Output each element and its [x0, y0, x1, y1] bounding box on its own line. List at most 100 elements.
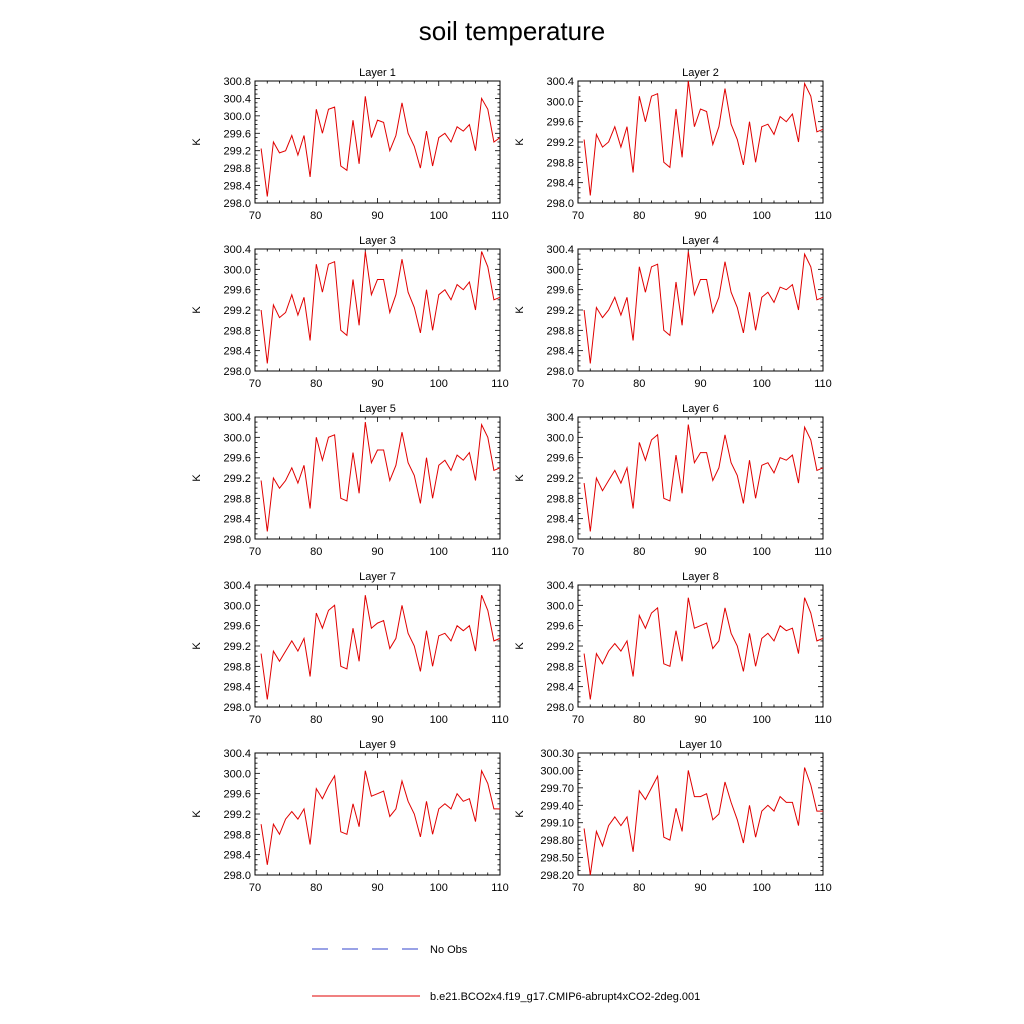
- plot-frame: [577, 416, 824, 540]
- panel-layer-10: Layer 10 70 80 90 100 110 298.20 298.50 298.80 29…: [514, 739, 832, 894]
- y-tick-label: 299.2: [223, 473, 251, 485]
- figure-title: soil temperature: [419, 16, 605, 46]
- legend: No Obs b.e21.BCO2x4.f19_g17.CMIP6-abrupt…: [312, 944, 700, 1003]
- panel-title: Layer 2: [682, 67, 719, 79]
- y-tick-label: 298.4: [223, 682, 251, 694]
- x-tick-label: 80: [633, 714, 645, 726]
- x-tick-label: 110: [814, 378, 832, 390]
- x-tick-label: 90: [371, 210, 383, 222]
- x-tick-label: 110: [491, 210, 509, 222]
- y-tick-label: 298.80: [540, 835, 574, 847]
- panel-layer-4: Layer 4 70 80 90 100 110 298.0 298.4 298.8 299.2 2…: [514, 235, 832, 390]
- y-tick-label: 298.4: [223, 514, 251, 526]
- x-tick-label: 100: [753, 546, 771, 558]
- plot-frame: [577, 80, 824, 204]
- series-line: [583, 424, 824, 532]
- x-tick-label: 80: [633, 210, 645, 222]
- y-tick-label: 299.40: [540, 800, 574, 812]
- y-tick-label: 300.8: [223, 76, 251, 88]
- y-tick-label: 298.0: [223, 870, 251, 882]
- y-tick-label: 299.6: [223, 285, 251, 297]
- y-tick-label: 299.6: [223, 789, 251, 801]
- x-tick-label: 100: [753, 210, 771, 222]
- y-tick-label: 299.10: [540, 818, 574, 830]
- x-tick-label: 110: [491, 546, 509, 558]
- y-tick-label: 300.4: [223, 748, 251, 760]
- x-tick-label: 90: [371, 714, 383, 726]
- y-axis-label: K: [191, 306, 203, 314]
- x-tick-label: 90: [371, 546, 383, 558]
- y-tick-label: 300.4: [223, 580, 251, 592]
- x-tick-label: 80: [633, 882, 645, 894]
- y-tick-label: 300.4: [223, 244, 251, 256]
- y-tick-label: 300.00: [540, 765, 574, 777]
- y-tick-label: 298.8: [546, 493, 574, 505]
- y-tick-label: 300.30: [540, 748, 574, 760]
- y-tick-label: 299.6: [546, 453, 574, 465]
- x-tick-label: 70: [249, 714, 261, 726]
- panel-layer-6: Layer 6 70 80 90 100 110 298.0 298.4 298.8 299.2 2…: [514, 403, 832, 558]
- series-line: [583, 80, 824, 196]
- y-tick-label: 298.4: [223, 850, 251, 862]
- series-line: [583, 597, 824, 700]
- x-tick-label: 100: [753, 378, 771, 390]
- x-tick-label: 70: [572, 714, 584, 726]
- y-tick-label: 298.20: [540, 870, 574, 882]
- y-tick-label: 300.4: [223, 412, 251, 424]
- y-tick-label: 299.6: [223, 128, 251, 140]
- x-tick-label: 100: [430, 882, 448, 894]
- panel-grid: Layer 1 70 80 90 100 110 298.0 298.4 298.8 299.2 2…: [191, 67, 832, 894]
- y-tick-label: 299.2: [546, 473, 574, 485]
- panel-layer-9: Layer 9 70 80 90 100 110 298.0 298.4 298.8 299.2 2…: [191, 739, 509, 894]
- panel-title: Layer 10: [679, 739, 722, 751]
- x-tick-label: 70: [249, 378, 261, 390]
- y-tick-label: 299.6: [223, 453, 251, 465]
- y-tick-label: 299.2: [223, 809, 251, 821]
- panel-title: Layer 4: [682, 235, 719, 247]
- plot-frame: [577, 752, 824, 876]
- x-tick-label: 80: [310, 714, 322, 726]
- x-tick-label: 70: [572, 378, 584, 390]
- y-tick-label: 298.0: [546, 198, 574, 210]
- y-tick-label: 300.4: [546, 76, 574, 88]
- panel-title: Layer 8: [682, 571, 719, 583]
- y-tick-label: 299.2: [223, 146, 251, 158]
- series-line: [260, 595, 501, 700]
- y-tick-label: 299.2: [546, 305, 574, 317]
- legend-model-label: b.e21.BCO2x4.f19_g17.CMIP6-abrupt4xCO2-2…: [430, 991, 700, 1003]
- x-tick-label: 110: [814, 714, 832, 726]
- y-axis-label: K: [191, 474, 203, 482]
- y-tick-label: 298.8: [223, 493, 251, 505]
- series-line: [260, 422, 501, 532]
- panel-title: Layer 1: [359, 67, 396, 79]
- x-tick-label: 70: [572, 882, 584, 894]
- y-tick-label: 300.0: [223, 264, 251, 276]
- y-tick-label: 300.0: [546, 264, 574, 276]
- panel-layer-3: Layer 3 70 80 90 100 110 298.0 298.4 298.8 299.2 2…: [191, 235, 509, 390]
- y-tick-label: 300.0: [546, 600, 574, 612]
- y-tick-label: 299.2: [546, 641, 574, 653]
- x-tick-label: 110: [814, 546, 832, 558]
- x-tick-label: 90: [694, 378, 706, 390]
- y-tick-label: 298.8: [546, 157, 574, 169]
- x-tick-label: 90: [694, 882, 706, 894]
- y-tick-label: 298.4: [546, 514, 574, 526]
- series-line: [260, 251, 501, 364]
- series-line: [583, 767, 823, 876]
- series-line: [260, 769, 500, 865]
- y-tick-label: 298.50: [540, 853, 574, 865]
- panel-title: Layer 7: [359, 571, 396, 583]
- x-tick-label: 90: [371, 378, 383, 390]
- x-tick-label: 110: [814, 210, 832, 222]
- y-tick-label: 298.8: [546, 325, 574, 337]
- x-tick-label: 90: [371, 882, 383, 894]
- x-tick-label: 100: [430, 210, 448, 222]
- x-tick-label: 70: [249, 210, 261, 222]
- x-tick-label: 110: [491, 378, 509, 390]
- y-tick-label: 299.70: [540, 783, 574, 795]
- y-tick-label: 300.4: [546, 244, 574, 256]
- panel-title: Layer 9: [359, 739, 396, 751]
- y-tick-label: 299.6: [223, 621, 251, 633]
- plot-frame: [577, 248, 824, 372]
